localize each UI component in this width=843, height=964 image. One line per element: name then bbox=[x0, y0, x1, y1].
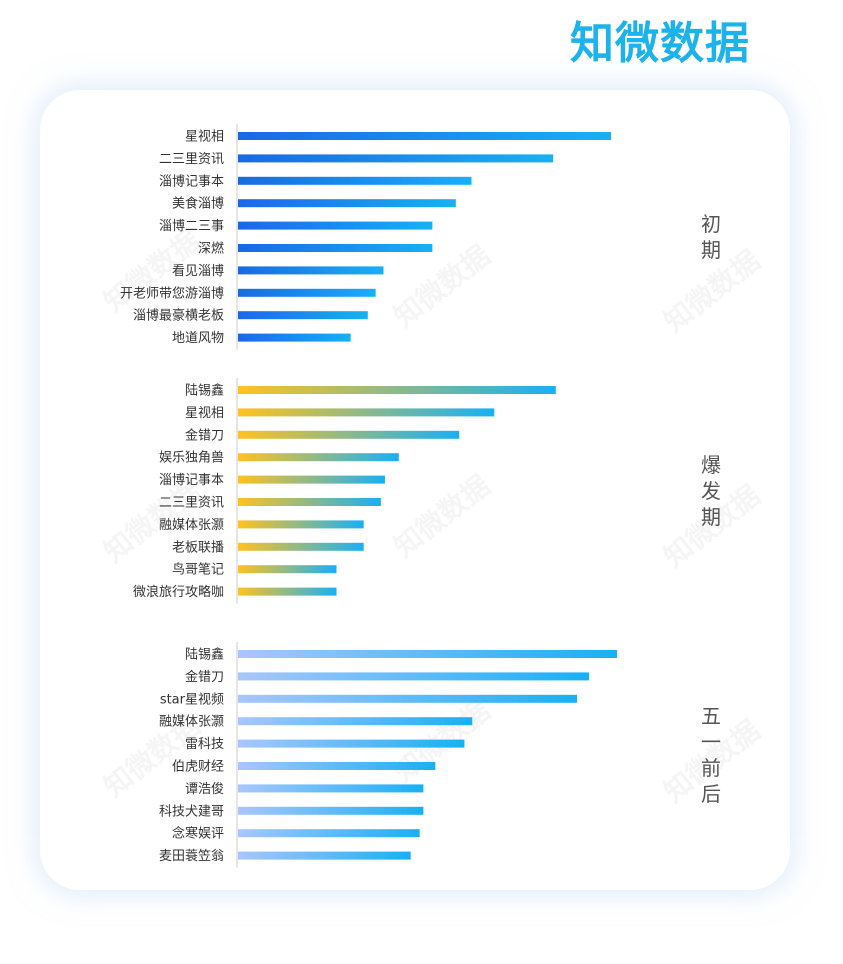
bar bbox=[238, 221, 433, 230]
bar bbox=[238, 199, 456, 208]
category-label: 老板联播 bbox=[172, 540, 224, 555]
category-label: 金错刀 bbox=[185, 427, 224, 443]
period-label: 五一前后 bbox=[701, 704, 721, 806]
bar bbox=[238, 311, 368, 320]
bar bbox=[238, 475, 385, 484]
bar-group: 陆锡鑫星视相金错刀娱乐独角兽淄博记事本二三里资讯融媒体张灏老板联播鸟哥笔记微浪旅… bbox=[133, 378, 721, 604]
bar bbox=[238, 542, 364, 551]
bar bbox=[238, 829, 420, 838]
bar bbox=[238, 154, 554, 163]
category-label: 星视相 bbox=[185, 130, 224, 145]
period-label: 初期 bbox=[701, 212, 721, 262]
bar bbox=[238, 717, 473, 726]
bar bbox=[238, 288, 376, 297]
category-label: 雷科技 bbox=[185, 737, 224, 752]
bar bbox=[238, 694, 578, 703]
category-label: 陆锡鑫 bbox=[185, 647, 224, 663]
bar bbox=[238, 520, 364, 529]
bar bbox=[238, 176, 472, 185]
bar bbox=[238, 408, 495, 417]
category-label: star星视频 bbox=[160, 692, 224, 707]
category-label: 金错刀 bbox=[185, 669, 224, 685]
bar-group: 星视相二三里资讯淄博记事本美食淄博淄博二三事深燃看见淄博开老师带您游淄博淄博最豪… bbox=[120, 124, 721, 350]
bar bbox=[238, 672, 589, 681]
bar bbox=[238, 587, 337, 596]
category-label: 二三里资讯 bbox=[159, 496, 224, 511]
bar bbox=[238, 266, 384, 275]
bar bbox=[238, 784, 424, 793]
period-label: 爆发期 bbox=[701, 453, 721, 529]
category-label: 美食淄博 bbox=[172, 196, 224, 212]
category-label: 科技犬建哥 bbox=[159, 804, 224, 819]
category-label: 娱乐独角兽 bbox=[159, 451, 224, 466]
category-label: 融媒体张灏 bbox=[159, 714, 224, 730]
bar bbox=[238, 386, 556, 394]
bar bbox=[238, 430, 460, 439]
category-label: 微浪旅行攻略咖 bbox=[133, 584, 224, 600]
category-label: 淄博记事本 bbox=[159, 174, 224, 189]
category-label: 伯虎财经 bbox=[172, 760, 224, 775]
category-label: 淄博二三事 bbox=[159, 219, 224, 234]
category-label: 淄博最豪横老板 bbox=[133, 308, 224, 324]
category-label: 开老师带您游淄博 bbox=[120, 285, 224, 301]
bar bbox=[238, 333, 351, 342]
brand-logo: 知微数据 bbox=[570, 18, 750, 69]
bar bbox=[238, 806, 424, 815]
category-label: 陆锡鑫 bbox=[185, 383, 224, 399]
category-label: 鸟哥笔记 bbox=[172, 562, 224, 578]
category-label: 麦田蓑笠翁 bbox=[159, 849, 224, 864]
bar bbox=[238, 498, 381, 506]
category-label: 淄博记事本 bbox=[159, 473, 224, 488]
category-label: 二三里资讯 bbox=[159, 152, 224, 167]
bar bbox=[238, 244, 433, 252]
category-label: 深燃 bbox=[198, 241, 224, 257]
bar bbox=[238, 739, 465, 748]
bar bbox=[238, 650, 617, 658]
bar bbox=[238, 762, 436, 770]
bar bbox=[238, 851, 411, 860]
category-label: 星视相 bbox=[185, 406, 224, 421]
category-label: 地道风物 bbox=[172, 331, 224, 346]
bar bbox=[238, 453, 399, 462]
category-label: 融媒体张灏 bbox=[159, 517, 224, 533]
bar bbox=[238, 132, 611, 140]
bar bbox=[238, 565, 337, 574]
category-label: 谭浩俊 bbox=[185, 782, 224, 797]
category-label: 看见淄博 bbox=[172, 263, 224, 279]
category-label: 念寒娱评 bbox=[172, 826, 224, 842]
